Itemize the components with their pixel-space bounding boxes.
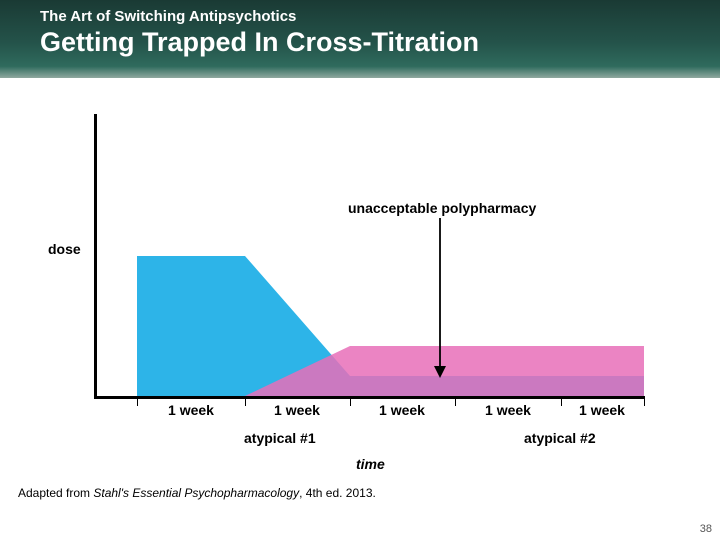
header-subtitle: The Art of Switching Antipsychotics: [40, 8, 720, 25]
x-tick-label: 1 week: [478, 402, 538, 418]
x-tick-mark: [245, 396, 246, 406]
x-tick-mark: [455, 396, 456, 406]
citation-book: Stahl's Essential Psychopharmacology: [93, 486, 299, 500]
x-tick-mark: [350, 396, 351, 406]
x-tick-label: 1 week: [161, 402, 221, 418]
x-tick-mark: [561, 396, 562, 406]
series-labels: atypical #1 atypical #2: [94, 430, 644, 450]
x-ticks: 1 week 1 week 1 week 1 week 1 week: [94, 402, 644, 428]
x-tick-mark: [137, 396, 138, 406]
annotation-text: unacceptable polypharmacy: [348, 200, 536, 216]
citation-suffix: , 4th ed. 2013.: [299, 486, 376, 500]
series-label: atypical #1: [244, 430, 316, 446]
chart-area: [94, 114, 644, 399]
y-axis-label: dose: [48, 241, 81, 257]
x-tick-label: 1 week: [572, 402, 632, 418]
slide: The Art of Switching Antipsychotics Gett…: [0, 0, 720, 540]
annotation-arrow: [432, 218, 448, 378]
header: The Art of Switching Antipsychotics Gett…: [0, 0, 720, 78]
page-number: 38: [700, 523, 712, 535]
x-axis-label: time: [356, 456, 385, 472]
citation: Adapted from Stahl's Essential Psychopha…: [18, 486, 376, 500]
x-tick-label: 1 week: [267, 402, 327, 418]
x-tick-label: 1 week: [372, 402, 432, 418]
citation-prefix: Adapted from: [18, 486, 93, 500]
series-label: atypical #2: [524, 430, 596, 446]
chart-svg: [97, 114, 644, 396]
x-tick-mark: [644, 396, 645, 406]
header-title: Getting Trapped In Cross-Titration: [40, 27, 720, 58]
